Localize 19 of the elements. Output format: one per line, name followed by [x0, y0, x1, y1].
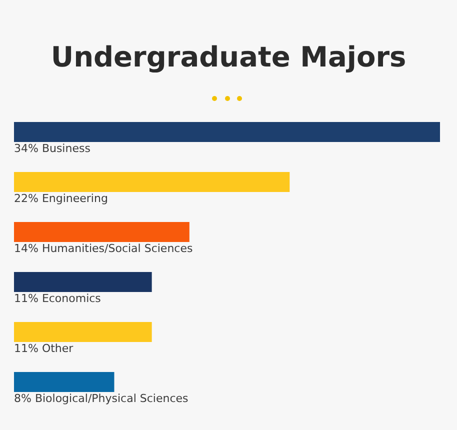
y-tick-label: Biological/Physical Sciences: [34, 392, 189, 405]
y-tick-label: Other: [42, 342, 74, 355]
y-tick-label: Humanities/Social Sciences: [42, 242, 193, 255]
y-tick-label: Business: [42, 142, 91, 155]
data-label: 11%: [14, 342, 38, 355]
data-label: 34%: [14, 142, 38, 155]
bar: [14, 122, 440, 142]
data-label: 14%: [14, 242, 38, 255]
y-tick-label: Engineering: [42, 192, 108, 205]
data-label: 11%: [14, 292, 38, 305]
bar: [14, 222, 190, 242]
y-tick-label: Economics: [42, 292, 102, 305]
data-label: 22%: [14, 192, 38, 205]
bar: [14, 322, 152, 342]
bar: [14, 272, 152, 292]
bar: [14, 372, 114, 392]
bar: [14, 172, 290, 192]
chart-title: Undergraduate Majors: [50, 40, 406, 74]
data-label: 8%: [14, 392, 32, 405]
